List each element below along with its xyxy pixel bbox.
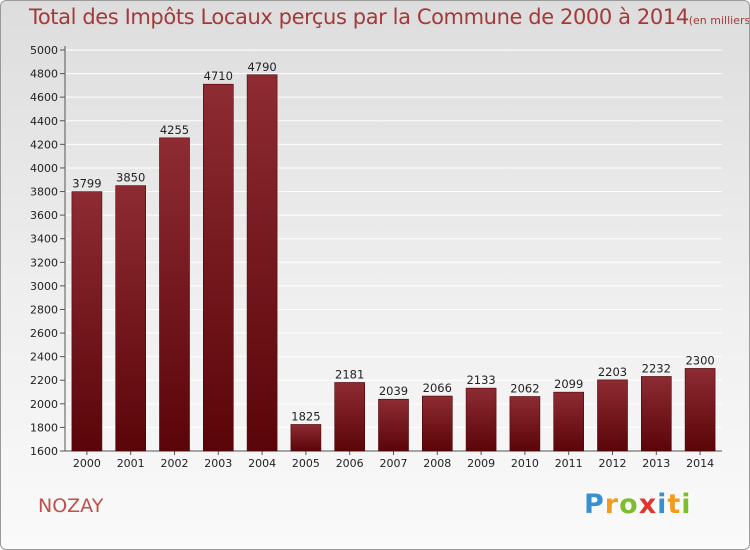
x-tick-label-2004: 2004 bbox=[248, 457, 276, 470]
x-tick-label-2008: 2008 bbox=[423, 457, 451, 470]
data-label-2008: 2066 bbox=[423, 381, 452, 395]
y-tick-label: 2400 bbox=[30, 351, 58, 364]
bar-2002 bbox=[159, 137, 190, 452]
data-label-2002: 4255 bbox=[160, 123, 189, 137]
x-tick-label-2003: 2003 bbox=[204, 457, 232, 470]
logo-letter: P bbox=[584, 489, 605, 520]
chart-title: Total des Impôts Locaux perçus par la Co… bbox=[29, 5, 750, 29]
bar-2004 bbox=[246, 74, 278, 452]
logo-letter: x bbox=[638, 489, 658, 520]
data-label-2005: 1825 bbox=[291, 409, 320, 423]
x-tick-label-2005: 2005 bbox=[292, 457, 320, 470]
x-tick-label-2000: 2000 bbox=[73, 457, 101, 470]
logo-letter: o bbox=[619, 489, 639, 520]
data-label-2001: 3850 bbox=[116, 171, 145, 185]
data-label-2011: 2099 bbox=[554, 377, 583, 391]
bar-2005 bbox=[290, 424, 322, 452]
logo-letter: i bbox=[681, 489, 692, 520]
data-label-2012: 2203 bbox=[598, 365, 627, 379]
bar-2008 bbox=[421, 395, 453, 452]
bar-2009 bbox=[465, 387, 497, 452]
bar-2013 bbox=[640, 376, 672, 452]
x-tick-label-2007: 2007 bbox=[380, 457, 408, 470]
y-tick-label: 1600 bbox=[30, 445, 58, 458]
y-tick-label: 1800 bbox=[30, 421, 58, 434]
data-label-2003: 4710 bbox=[204, 69, 233, 83]
bar-2003 bbox=[203, 83, 234, 452]
y-tick-label: 2200 bbox=[30, 374, 58, 387]
x-tick-label-2001: 2001 bbox=[117, 457, 145, 470]
x-tick-label-2012: 2012 bbox=[599, 457, 627, 470]
bar-2001 bbox=[115, 185, 146, 452]
data-label-2000: 3799 bbox=[72, 177, 101, 191]
y-tick-label: 3000 bbox=[30, 280, 58, 293]
x-tick-label-2006: 2006 bbox=[336, 457, 364, 470]
chart-unit: (en milliers d'€) bbox=[688, 14, 750, 27]
y-tick-label: 2800 bbox=[30, 303, 58, 316]
bar-2014 bbox=[684, 368, 716, 452]
data-label-2013: 2232 bbox=[642, 361, 671, 375]
y-tick-label: 3400 bbox=[30, 233, 58, 246]
y-tick-label: 2600 bbox=[30, 327, 58, 340]
bar-2007 bbox=[378, 398, 409, 452]
y-tick-label: 3600 bbox=[30, 209, 58, 222]
logo-letter: r bbox=[604, 489, 620, 520]
y-tick-label: 4400 bbox=[30, 115, 58, 128]
x-tick-label-2002: 2002 bbox=[161, 457, 189, 470]
data-label-2010: 2062 bbox=[510, 382, 539, 396]
logo-letter: i bbox=[657, 489, 668, 520]
data-label-2006: 2181 bbox=[335, 367, 364, 381]
y-tick-label: 5000 bbox=[30, 44, 58, 57]
y-tick-label: 4600 bbox=[30, 91, 58, 104]
data-label-2004: 4790 bbox=[247, 60, 276, 74]
bar-2011 bbox=[553, 391, 585, 452]
bar-2012 bbox=[597, 379, 628, 452]
proxiti-logo: Proxiti bbox=[584, 489, 692, 520]
data-label-2014: 2300 bbox=[685, 353, 714, 367]
bar-2006 bbox=[334, 382, 366, 452]
x-tick-label-2010: 2010 bbox=[511, 457, 539, 470]
x-tick-label-2013: 2013 bbox=[642, 457, 670, 470]
y-tick-label: 4000 bbox=[30, 162, 58, 175]
data-label-2009: 2133 bbox=[466, 373, 495, 387]
logo-letter: t bbox=[667, 489, 682, 520]
x-tick-label-2011: 2011 bbox=[555, 457, 583, 470]
x-tick-label-2014: 2014 bbox=[686, 457, 714, 470]
x-tick-label-2009: 2009 bbox=[467, 457, 495, 470]
bar-2010 bbox=[509, 396, 541, 452]
y-tick-label: 3800 bbox=[30, 186, 58, 199]
y-tick-label: 3200 bbox=[30, 256, 58, 269]
data-label-2007: 2039 bbox=[379, 384, 408, 398]
y-tick-label: 2000 bbox=[30, 398, 58, 411]
y-tick-label: 4800 bbox=[30, 68, 58, 81]
commune-name: NOZAY bbox=[38, 495, 104, 517]
y-tick-label: 4200 bbox=[30, 138, 58, 151]
bar-2000 bbox=[71, 191, 103, 452]
